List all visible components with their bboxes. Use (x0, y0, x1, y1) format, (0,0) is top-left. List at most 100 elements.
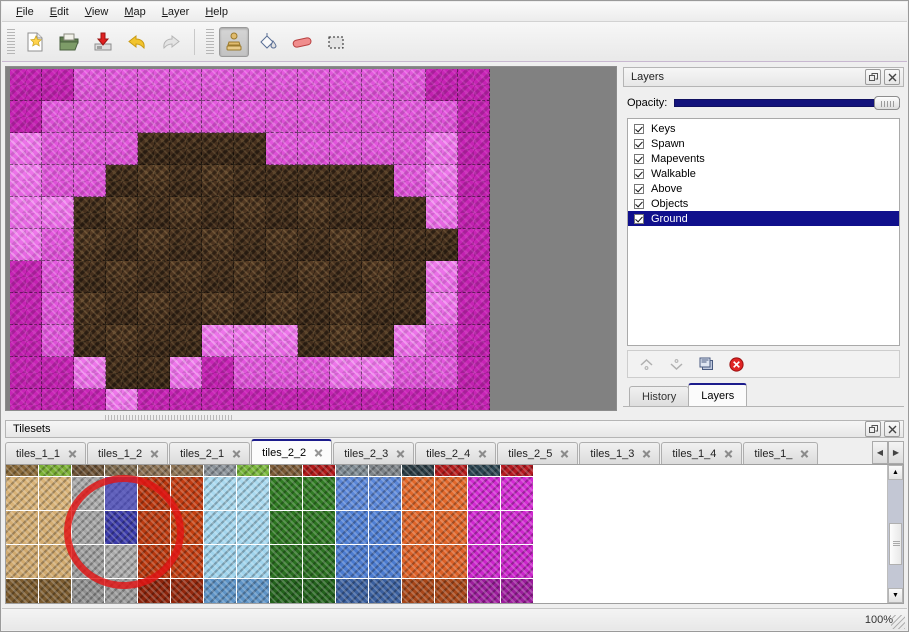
tileset-tab-close-icon[interactable] (800, 449, 809, 458)
map-tile[interactable] (106, 229, 138, 261)
tileset-tile[interactable] (39, 579, 72, 603)
map-tile[interactable] (330, 197, 362, 229)
tileset-tab-close-icon[interactable] (478, 449, 487, 458)
map-tile[interactable] (106, 389, 138, 410)
tileset-tile[interactable] (138, 465, 171, 477)
tileset-tile[interactable] (270, 545, 303, 579)
tileset-tile[interactable] (39, 465, 72, 477)
map-tile[interactable] (10, 293, 42, 325)
map-tile[interactable] (330, 261, 362, 293)
map-tile[interactable] (202, 357, 234, 389)
map-tile[interactable] (74, 69, 106, 101)
map-tile[interactable] (394, 229, 426, 261)
tileset-tab-close-icon[interactable] (724, 449, 733, 458)
undo-button[interactable] (122, 27, 152, 57)
map-tile[interactable] (10, 389, 42, 410)
tileset-tab-close-icon[interactable] (396, 449, 405, 458)
tileset-tile[interactable] (204, 545, 237, 579)
map-tile[interactable] (298, 101, 330, 133)
tileset-tab[interactable]: tiles_2_1 (169, 442, 251, 464)
map-tile[interactable] (138, 133, 170, 165)
tileset-tile[interactable] (303, 579, 336, 603)
map-tile[interactable] (234, 261, 266, 293)
save-file-button[interactable] (88, 27, 118, 57)
map-tile[interactable] (266, 69, 298, 101)
map-tile[interactable] (138, 101, 170, 133)
move-layer-down-icon[interactable] (666, 354, 686, 374)
bucket-fill-button[interactable] (253, 27, 283, 57)
map-canvas[interactable] (5, 66, 617, 411)
map-tile[interactable] (10, 165, 42, 197)
tileset-tile[interactable] (402, 477, 435, 511)
map-tile[interactable] (298, 357, 330, 389)
tileset-tile[interactable] (501, 465, 534, 477)
layer-list[interactable]: Keys Spawn Mapevents Walkable Above Objects Gr… (627, 118, 900, 346)
map-tile[interactable] (74, 325, 106, 357)
map-tile[interactable] (234, 101, 266, 133)
move-layer-up-icon[interactable] (636, 354, 656, 374)
tileset-tile[interactable] (402, 579, 435, 603)
map-tile[interactable] (10, 69, 42, 101)
menu-file[interactable]: File (16, 5, 34, 18)
layer-list-item[interactable]: Mapevents (628, 151, 899, 166)
tileset-tile[interactable] (6, 511, 39, 545)
tileset-tile[interactable] (369, 545, 402, 579)
layer-visibility-checkbox[interactable] (634, 213, 644, 224)
scroll-down-arrow-icon[interactable]: ▼ (888, 588, 903, 603)
map-tile[interactable] (458, 69, 490, 101)
map-tile[interactable] (138, 389, 170, 410)
layer-list-item[interactable]: Objects (628, 196, 899, 211)
layer-list-item[interactable]: Ground (628, 211, 899, 226)
map-tile[interactable] (106, 133, 138, 165)
map-tile[interactable] (202, 197, 234, 229)
map-tile[interactable] (426, 293, 458, 325)
tileset-tile[interactable] (72, 579, 105, 603)
tileset-tile[interactable] (204, 465, 237, 477)
map-tile[interactable] (426, 389, 458, 410)
map-tile[interactable] (42, 101, 74, 133)
map-tile[interactable] (330, 325, 362, 357)
tileset-tab-close-icon[interactable] (560, 449, 569, 458)
tileset-tile[interactable] (501, 545, 534, 579)
tileset-tile[interactable] (435, 511, 468, 545)
map-tile[interactable] (458, 325, 490, 357)
map-tile[interactable] (10, 325, 42, 357)
map-tile[interactable] (170, 165, 202, 197)
tileset-vertical-scrollbar[interactable]: ▲ ▼ (887, 465, 903, 603)
scroll-up-arrow-icon[interactable]: ▲ (888, 465, 903, 480)
tileset-tile[interactable] (270, 477, 303, 511)
tileset-tile[interactable] (105, 511, 138, 545)
tileset-tile[interactable] (72, 477, 105, 511)
tileset-tile[interactable] (237, 477, 270, 511)
tileset-tile[interactable] (237, 545, 270, 579)
map-tile[interactable] (138, 325, 170, 357)
tileset-tile[interactable] (270, 465, 303, 477)
map-tile[interactable] (74, 229, 106, 261)
tileset-tile[interactable] (39, 545, 72, 579)
opacity-slider-handle[interactable] (874, 96, 900, 110)
layer-list-item[interactable]: Walkable (628, 166, 899, 181)
map-tile[interactable] (202, 389, 234, 410)
tileset-tile[interactable] (402, 465, 435, 477)
tileset-tile[interactable] (6, 477, 39, 511)
tileset-tile[interactable] (204, 477, 237, 511)
map-tile[interactable] (458, 357, 490, 389)
map-tile[interactable] (234, 229, 266, 261)
map-tile[interactable] (298, 325, 330, 357)
tileset-tile[interactable] (501, 477, 534, 511)
tileset-tab[interactable]: tiles_1_4 (661, 442, 743, 464)
map-tile[interactable] (106, 325, 138, 357)
map-tile[interactable] (234, 389, 266, 410)
map-tile[interactable] (42, 357, 74, 389)
tileset-tile[interactable] (369, 511, 402, 545)
map-tile[interactable] (298, 261, 330, 293)
map-tile[interactable] (458, 389, 490, 410)
map-tile[interactable] (330, 293, 362, 325)
map-tile[interactable] (394, 69, 426, 101)
map-tile[interactable] (330, 101, 362, 133)
map-tile[interactable] (458, 293, 490, 325)
tileset-tab[interactable]: tiles_1_2 (87, 442, 169, 464)
tileset-tile[interactable] (303, 545, 336, 579)
tileset-tab-close-icon[interactable] (150, 449, 159, 458)
tileset-tile[interactable] (270, 579, 303, 603)
